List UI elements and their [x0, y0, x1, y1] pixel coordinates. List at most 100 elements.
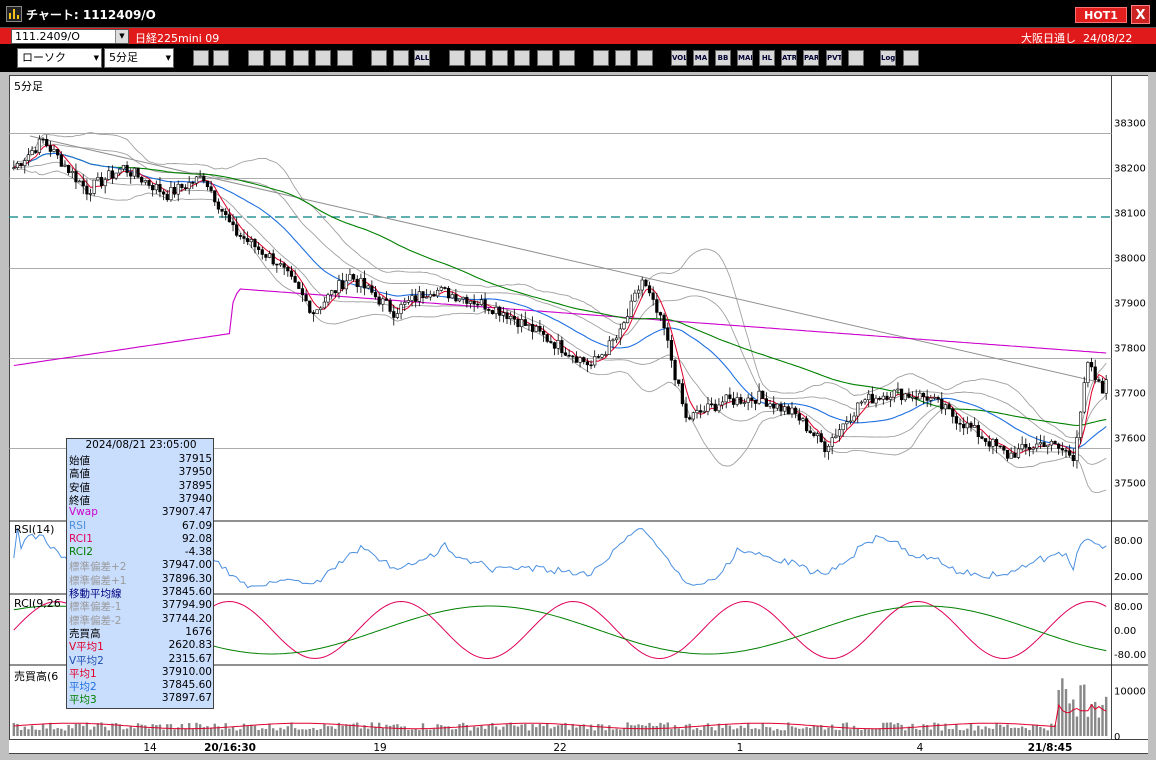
candle-body: [867, 393, 871, 401]
pvt-button[interactable]: PVT: [826, 50, 842, 66]
candle-body: [246, 238, 250, 243]
volume-bar: [535, 727, 538, 736]
toolbar: [0, 44, 1156, 72]
hl-button[interactable]: HL: [759, 50, 775, 66]
candle-body: [688, 417, 692, 420]
volume-bar: [856, 728, 859, 736]
interval-select[interactable]: 5分足 ▼: [104, 48, 174, 68]
candle-body: [530, 323, 535, 332]
candle-body: [384, 298, 389, 301]
volume-bar: [93, 726, 96, 736]
all-button[interactable]: ALL: [414, 50, 430, 66]
candle-icon[interactable]: [371, 50, 387, 66]
chevron-down-icon[interactable]: ▼: [115, 30, 128, 43]
volume-bar: [162, 729, 165, 736]
bb-button[interactable]: BB: [715, 50, 731, 66]
volume-bar: [155, 725, 158, 736]
shape-icon[interactable]: [514, 50, 530, 66]
mae-button[interactable]: MAE: [737, 50, 753, 66]
volume-bar: [352, 723, 355, 736]
grid-icon[interactable]: [293, 50, 309, 66]
crosshair-icon[interactable]: [213, 50, 229, 66]
candle-body: [885, 395, 889, 400]
volume-bar: [874, 728, 878, 736]
candle-body: [943, 404, 948, 410]
candle-body: [494, 306, 498, 315]
spread-icon[interactable]: [393, 50, 409, 66]
atr-button[interactable]: ATR: [781, 50, 797, 66]
volume-bar: [279, 727, 282, 736]
wrench-icon[interactable]: [615, 50, 631, 66]
vol-button[interactable]: VOL: [671, 50, 687, 66]
candle-body: [644, 279, 648, 286]
candle-body: [1046, 444, 1050, 448]
volume-bar: [1075, 716, 1079, 736]
trash-icon[interactable]: [559, 50, 575, 66]
candle-body: [158, 184, 162, 193]
log-button[interactable]: Log: [880, 50, 896, 66]
volume-bar: [198, 724, 202, 736]
candle-body: [892, 389, 896, 398]
hot-badge[interactable]: HOT1: [1075, 7, 1127, 23]
symbol-code-field[interactable]: 111.2409/O ▼: [11, 29, 129, 44]
volume-bar: [140, 724, 143, 736]
ma-button[interactable]: MA: [693, 50, 709, 66]
arrow-icon[interactable]: [470, 50, 486, 66]
search-icon[interactable]: [270, 50, 286, 66]
volume-bar: [308, 728, 311, 736]
time-tick-label: 19: [373, 742, 386, 754]
volume-bar: [385, 724, 388, 736]
volume-bar: [801, 728, 805, 736]
export-icon[interactable]: [903, 50, 919, 66]
data-row-label: 平均1: [69, 667, 97, 680]
candle-body: [169, 187, 173, 201]
blank-icon[interactable]: [337, 50, 353, 66]
volume-bar: [966, 728, 969, 736]
settings-icon[interactable]: [593, 50, 609, 66]
volume-bar: [991, 728, 995, 736]
volume-bar: [224, 723, 227, 736]
list-icon[interactable]: [537, 50, 553, 66]
session-date: 大阪日通し 24/08/22: [1021, 30, 1132, 46]
palette-icon[interactable]: [637, 50, 653, 66]
box-icon[interactable]: [848, 50, 864, 66]
chart-type-select[interactable]: ローソク ▼: [17, 48, 102, 68]
volume-bar: [103, 726, 107, 736]
volume-bar: [977, 725, 980, 736]
data-row: 標準偏差-1 37794.90: [67, 599, 215, 613]
volume-bar: [330, 726, 333, 736]
candle-body: [410, 295, 414, 301]
candle-body: [56, 149, 60, 156]
volume-bar: [553, 726, 556, 736]
candle-body: [932, 397, 937, 399]
volume-bar: [301, 729, 304, 736]
volume-bar: [586, 729, 589, 736]
volume-bar: [228, 728, 231, 736]
volume-bar: [1050, 723, 1053, 736]
volume-bar: [706, 723, 710, 736]
candle-body: [750, 397, 754, 401]
candle-body: [414, 295, 418, 302]
volume-bar: [681, 729, 684, 736]
volume-bar: [323, 723, 326, 736]
data-row: V平均2 2315.67: [67, 653, 215, 667]
data-row: RCI1 92.08: [67, 533, 215, 546]
volume-bar: [261, 728, 264, 736]
candle-body: [454, 294, 458, 302]
volume-bar: [509, 722, 512, 736]
pen-icon[interactable]: [449, 50, 465, 66]
compare-icon[interactable]: [315, 50, 331, 66]
volume-bar: [1057, 689, 1060, 736]
par-button[interactable]: PAR: [803, 50, 819, 66]
volume-bar: [1072, 699, 1075, 736]
volume-bar: [995, 722, 998, 736]
cursor-icon[interactable]: [492, 50, 508, 66]
zoom-icon[interactable]: [193, 50, 209, 66]
draw-icon[interactable]: [248, 50, 264, 66]
close-button[interactable]: X: [1131, 5, 1150, 24]
info-bar: [0, 28, 1156, 44]
candle-body: [731, 398, 736, 405]
data-row-label: RSI: [69, 519, 87, 532]
candle-body: [578, 357, 582, 363]
candle-body: [461, 296, 465, 300]
